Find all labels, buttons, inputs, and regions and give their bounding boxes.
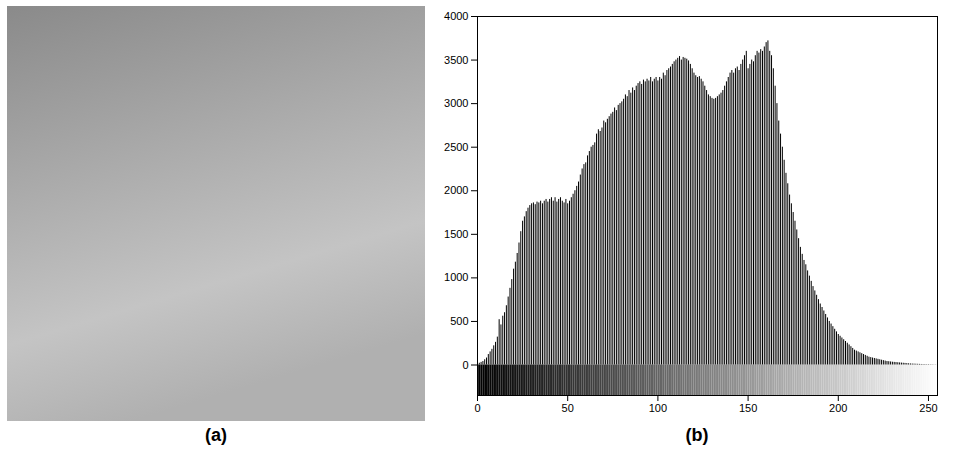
svg-text:4000: 4000 [444, 10, 468, 22]
svg-text:150: 150 [739, 402, 757, 414]
svg-text:50: 50 [562, 402, 574, 414]
svg-text:500: 500 [450, 315, 468, 327]
svg-text:3500: 3500 [444, 54, 468, 66]
svg-text:0: 0 [462, 359, 468, 371]
html-text:(a): (a) [205, 425, 227, 445]
svg-text:250: 250 [919, 402, 937, 414]
svg-text:200: 200 [829, 402, 847, 414]
svg-text:100: 100 [649, 402, 667, 414]
svg-text:1000: 1000 [444, 271, 468, 283]
svg-text:3000: 3000 [444, 97, 468, 109]
svg-text:2000: 2000 [444, 184, 468, 196]
html-text:(b): (b) [685, 425, 709, 445]
svg-text:0: 0 [474, 402, 480, 414]
svg-text:1500: 1500 [444, 228, 468, 240]
svg-text:2500: 2500 [444, 141, 468, 153]
